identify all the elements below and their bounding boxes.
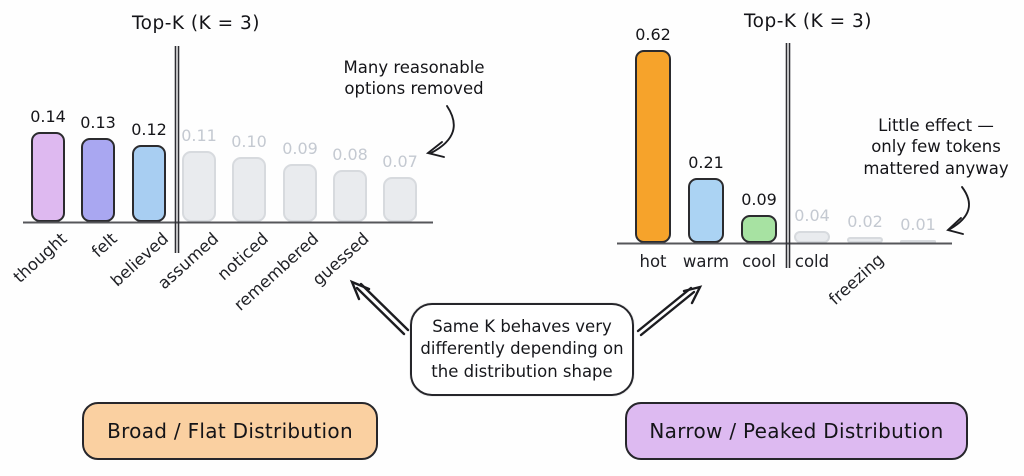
right-annotation-note: Little effect — only few tokens mattered… [863, 116, 1009, 178]
value-label-noticed: 0.10 [231, 132, 267, 151]
x-label-cool: cool [742, 252, 776, 271]
bar-guessed [333, 170, 367, 222]
value-label-cool: 0.09 [741, 190, 777, 209]
bar-felt [81, 138, 115, 222]
left-distribution-badge: Broad / Flat Distribution [82, 402, 378, 460]
bar-warm [688, 178, 724, 243]
center-right-arrow-icon [636, 285, 703, 337]
value-label-guessed: 0.08 [332, 145, 368, 164]
right-annotation-arrow-icon [946, 186, 970, 235]
bar-freezing [847, 237, 883, 243]
value-label-felt: 0.13 [80, 113, 116, 132]
right-distribution-badge: Narrow / Peaked Distribution [625, 402, 968, 460]
value-label-thought: 0.14 [30, 107, 66, 126]
value-label-rank-8: 0.07 [382, 152, 418, 171]
bar-thought [31, 132, 65, 222]
value-label-assumed: 0.11 [181, 126, 217, 145]
center-callout-box: Same K behaves very differently dependin… [410, 303, 634, 396]
bar-noticed [232, 157, 266, 222]
value-label-freezing: 0.02 [847, 212, 883, 231]
left-annotation-note: Many reasonable options removed [343, 58, 485, 99]
x-label-hot: hot [639, 252, 667, 271]
left-annotation-arrow-icon [425, 105, 455, 158]
left-chart-title: Top-K (K = 3) [131, 13, 260, 34]
bar-rank-6 [900, 240, 936, 244]
right-chart-title: Top-K (K = 3) [743, 11, 872, 32]
value-label-cold: 0.04 [794, 206, 830, 225]
value-label-warm: 0.21 [688, 153, 724, 172]
x-label-cold: cold [794, 252, 830, 271]
bar-assumed [182, 151, 216, 222]
x-label-thought: thought [9, 229, 71, 287]
center-left-arrow-icon [349, 279, 410, 336]
bar-cool [741, 215, 777, 243]
x-label-felt: felt [87, 229, 121, 262]
x-label-warm: warm [682, 252, 730, 271]
bar-believed [132, 145, 166, 222]
right-distribution-badge-label: Narrow / Peaked Distribution [649, 419, 944, 443]
center-callout-text: Same K behaves very differently dependin… [420, 317, 624, 381]
bar-rank-8 [383, 177, 417, 222]
left-cutoff-separator [174, 46, 180, 253]
value-label-hot: 0.62 [635, 25, 671, 44]
bar-hot [635, 50, 671, 243]
bar-cold [794, 231, 830, 243]
bar-remembered [283, 164, 317, 222]
left-distribution-badge-label: Broad / Flat Distribution [107, 419, 353, 443]
value-label-remembered: 0.09 [282, 139, 318, 158]
right-cutoff-separator [785, 43, 791, 268]
value-label-rank-6: 0.01 [900, 215, 936, 234]
value-label-believed: 0.12 [131, 120, 167, 139]
